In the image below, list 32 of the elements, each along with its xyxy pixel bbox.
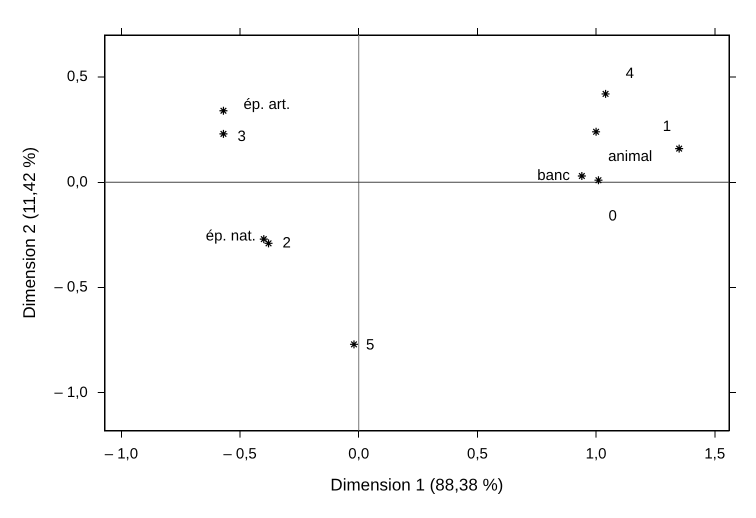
point <box>600 89 610 99</box>
x-tick-label: – 1,0 <box>104 446 138 463</box>
point <box>218 106 228 116</box>
annotation: 1 <box>662 118 672 135</box>
y-tick-label: – 1,0 <box>54 384 88 401</box>
y-tick-label: 0,0 <box>66 173 88 190</box>
annotation: ép. art. <box>243 96 290 113</box>
point <box>259 234 268 244</box>
point <box>218 129 228 138</box>
x-tick-label: – 0,5 <box>223 446 257 463</box>
point <box>577 171 586 181</box>
y-tick-label: 0,5 <box>66 68 88 86</box>
point <box>349 340 359 349</box>
annotation: animal <box>608 148 652 165</box>
x-tick-label: 1,0 <box>586 446 607 463</box>
x-tick-label: 0,0 <box>348 446 370 463</box>
annotation: 3 <box>237 128 246 146</box>
point <box>591 127 601 136</box>
annotation: 5 <box>366 336 374 354</box>
point <box>594 176 604 185</box>
annotation: 4 <box>626 65 634 82</box>
annotation: 2 <box>282 234 291 252</box>
annotation: ép. nat. <box>206 227 256 244</box>
point <box>674 144 684 154</box>
annotation: 0 <box>608 207 617 224</box>
x-tick-label: 0,5 <box>466 446 488 463</box>
point <box>264 238 274 248</box>
y-axis-title: Dimension 2 (11,42 %) <box>20 146 39 319</box>
y-tick-label: – 0,5 <box>54 278 88 296</box>
x-axis-title: Dimension 1 (88,38 %) <box>330 475 504 494</box>
x-tick-label: 1,5 <box>704 446 726 463</box>
annotation: banc <box>537 167 570 184</box>
